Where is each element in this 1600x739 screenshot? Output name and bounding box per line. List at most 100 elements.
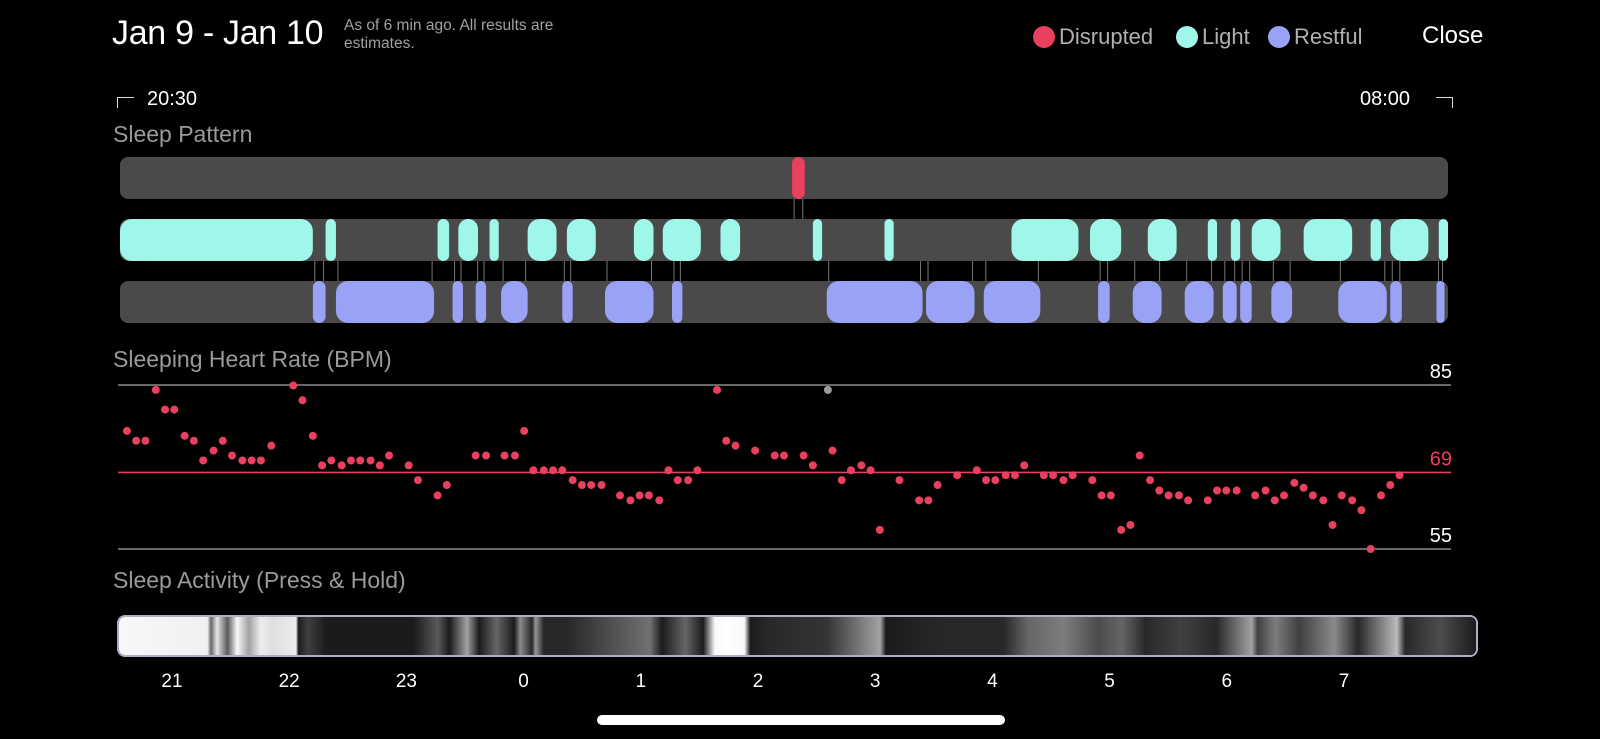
sleep-segment-restful bbox=[562, 281, 573, 323]
range-end-time: 08:00 bbox=[1360, 88, 1411, 110]
heart-rate-point bbox=[209, 446, 218, 455]
heart-rate-point bbox=[298, 396, 307, 405]
sleep-segment-restful bbox=[1098, 281, 1110, 323]
range-end-bracket-icon bbox=[1436, 97, 1453, 108]
heart-rate-point bbox=[1319, 496, 1328, 505]
time-tick-label: 6 bbox=[1221, 671, 1233, 692]
sleep-segment-light bbox=[437, 219, 450, 261]
sleep-segment-restful bbox=[1390, 281, 1402, 323]
sleep-segment-light bbox=[812, 219, 823, 261]
sleep-segment-light bbox=[527, 219, 557, 261]
heart-rate-point bbox=[1039, 471, 1048, 480]
time-tick-label: 23 bbox=[395, 671, 417, 692]
sleep-segment-restful bbox=[312, 281, 326, 323]
heart-rate-point bbox=[366, 456, 375, 465]
time-tick-label: 0 bbox=[518, 671, 529, 692]
sleep-segment-light bbox=[1438, 219, 1448, 261]
heart-rate-point bbox=[1270, 496, 1279, 505]
heart-rate-point bbox=[568, 476, 577, 485]
heart-rate-point bbox=[238, 456, 247, 465]
heart-rate-point bbox=[972, 466, 981, 475]
heart-rate-point bbox=[799, 451, 808, 460]
heart-rate-point bbox=[751, 446, 760, 455]
heart-rate-point bbox=[1222, 486, 1231, 495]
heart-rate-point bbox=[1357, 506, 1366, 515]
legend-item-light: Light bbox=[1176, 24, 1250, 50]
heart-rate-point bbox=[915, 496, 924, 505]
heart-rate-point bbox=[1232, 486, 1241, 495]
sleep-segment-restful bbox=[1240, 281, 1252, 323]
heart-rate-point bbox=[180, 431, 189, 440]
sleep-segment-light bbox=[662, 219, 701, 261]
heart-rate-point bbox=[875, 525, 884, 534]
sleep-pattern-track-disrupted bbox=[120, 157, 1448, 199]
sleep-segment-light bbox=[489, 219, 499, 261]
heart-rate-point bbox=[1328, 520, 1337, 529]
heart-rate-point bbox=[1135, 451, 1144, 460]
heart-rate-point bbox=[722, 436, 731, 445]
heart-rate-point bbox=[1097, 491, 1106, 500]
reference-label-85: 85 bbox=[1430, 361, 1452, 383]
sleep-segment-light bbox=[633, 219, 654, 261]
heart-rate-point bbox=[1213, 486, 1222, 495]
sleep-segment-light bbox=[1230, 219, 1241, 261]
heart-rate-point bbox=[337, 461, 346, 470]
sleep-segment-light bbox=[1147, 219, 1177, 261]
sleep-segment-light bbox=[120, 219, 313, 261]
heart-rate-point bbox=[1088, 476, 1097, 485]
time-tick-label: 22 bbox=[278, 671, 300, 692]
heart-rate-point bbox=[684, 476, 693, 485]
sleep-activity-intensity bbox=[119, 617, 1476, 655]
heart-rate-point bbox=[1203, 496, 1212, 505]
sleep-segment-light bbox=[720, 219, 741, 261]
heart-rate-point bbox=[228, 451, 237, 460]
sleep-segment-disrupted bbox=[792, 157, 805, 199]
heart-rate-point bbox=[218, 436, 227, 445]
close-button[interactable]: Close bbox=[1422, 22, 1484, 49]
heart-rate-point bbox=[558, 466, 567, 475]
heart-rate-point bbox=[933, 481, 942, 490]
sleep-segment-restful bbox=[452, 281, 463, 323]
heart-rate-point bbox=[616, 491, 625, 500]
heart-rate-point bbox=[1020, 461, 1029, 470]
heart-rate-point bbox=[846, 466, 855, 475]
heart-rate-point bbox=[823, 385, 832, 394]
range-start-bracket-icon bbox=[117, 97, 134, 108]
heart-rate-point bbox=[1126, 520, 1135, 529]
sleep-segment-restful bbox=[1222, 281, 1237, 323]
heart-rate-point bbox=[1261, 486, 1270, 495]
heart-rate-point bbox=[161, 405, 170, 414]
heart-rate-point bbox=[1146, 476, 1155, 485]
legend-label-light: Light bbox=[1202, 24, 1250, 49]
heart-rate-point bbox=[267, 441, 276, 450]
heart-rate-point bbox=[895, 476, 904, 485]
heart-rate-point bbox=[247, 456, 256, 465]
heart-rate-point bbox=[635, 491, 644, 500]
sleep-segment-restful bbox=[926, 281, 975, 323]
range-start-time: 20:30 bbox=[147, 88, 198, 110]
heart-rate-point bbox=[510, 451, 519, 460]
heart-rate-point bbox=[318, 461, 327, 470]
sleep-segment-restful bbox=[1436, 281, 1445, 323]
sleep-activity-bar[interactable] bbox=[117, 615, 1478, 657]
heart-rate-point bbox=[170, 405, 179, 414]
heart-rate-point bbox=[151, 385, 160, 394]
sleep-segment-restful bbox=[983, 281, 1041, 323]
heart-rate-point bbox=[199, 456, 208, 465]
time-tick-label: 21 bbox=[161, 671, 183, 692]
heart-rate-point bbox=[1164, 491, 1173, 500]
heart-rate-point bbox=[693, 466, 702, 475]
heart-rate-point bbox=[673, 476, 682, 485]
heart-rate-point bbox=[1251, 491, 1260, 500]
time-tick-label: 3 bbox=[869, 671, 881, 692]
sleep-segment-restful bbox=[1184, 281, 1214, 323]
home-indicator[interactable] bbox=[597, 715, 1005, 725]
heart-rate-point bbox=[1106, 491, 1115, 500]
heart-rate-point bbox=[866, 466, 875, 475]
heart-rate-point bbox=[587, 481, 596, 490]
heart-rate-point bbox=[1337, 491, 1346, 500]
sleep-segment-light bbox=[1011, 219, 1079, 261]
heart-rate-point bbox=[1155, 486, 1164, 495]
heart-rate-point bbox=[1174, 491, 1183, 500]
